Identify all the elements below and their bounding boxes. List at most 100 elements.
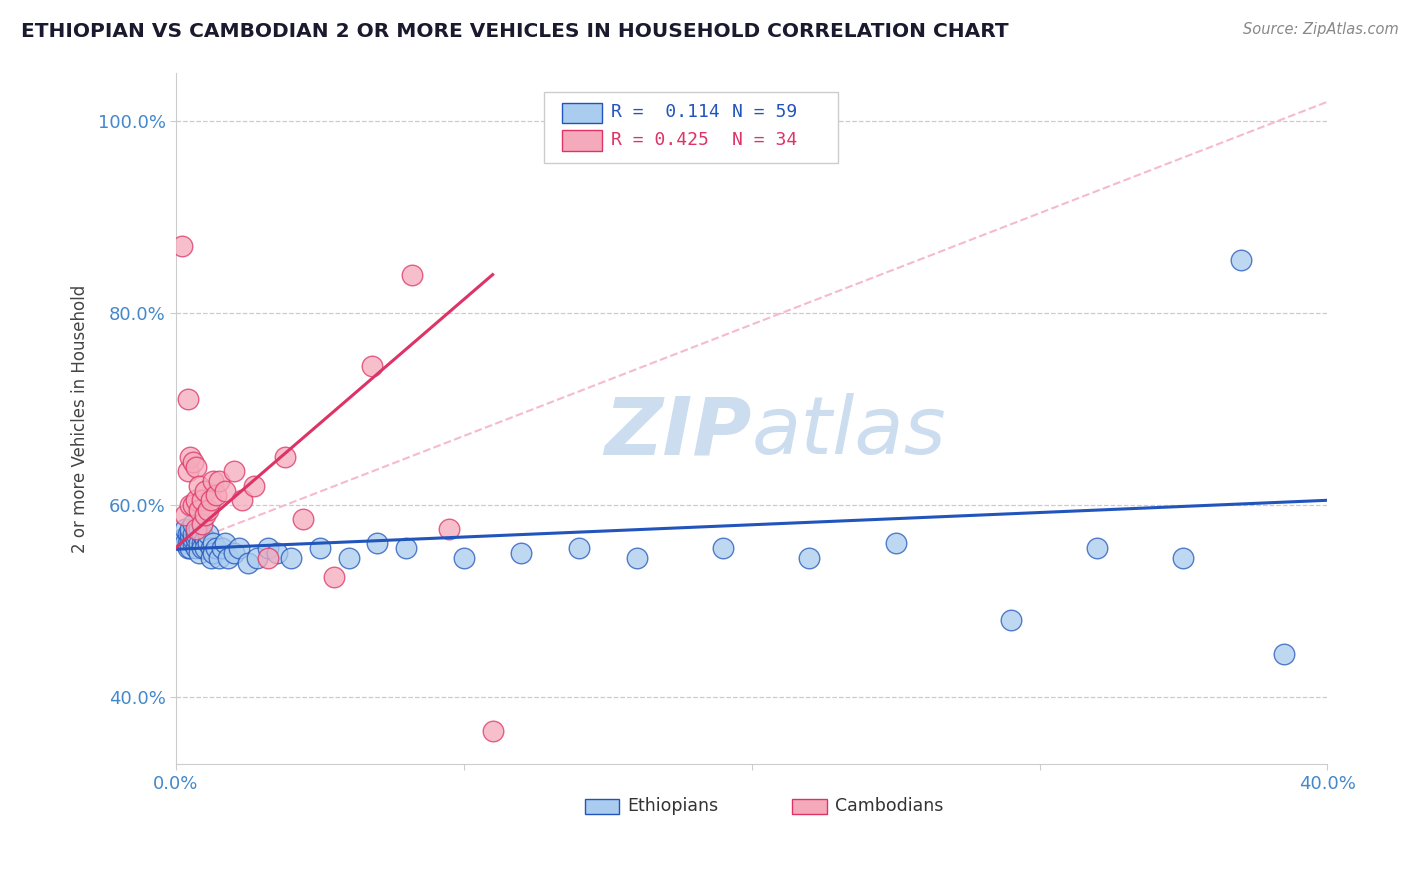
Point	[191, 541, 214, 556]
Text: atlas: atlas	[752, 393, 946, 472]
Point	[395, 541, 418, 556]
Point	[176, 527, 198, 541]
Point	[510, 546, 533, 560]
Point	[179, 498, 201, 512]
Point	[208, 474, 231, 488]
Point	[173, 508, 195, 522]
Point	[1230, 253, 1253, 268]
Point	[799, 550, 821, 565]
Point	[181, 455, 204, 469]
Point	[202, 474, 225, 488]
Point	[176, 392, 198, 407]
Point	[274, 450, 297, 464]
Point	[1173, 550, 1195, 565]
Point	[194, 541, 217, 556]
Point	[208, 550, 231, 565]
Point	[309, 541, 332, 556]
Point	[191, 517, 214, 532]
Point	[257, 541, 280, 556]
Point	[1272, 647, 1295, 661]
FancyBboxPatch shape	[792, 799, 827, 814]
Point	[257, 550, 280, 565]
Point	[188, 522, 211, 536]
Point	[194, 508, 217, 522]
Point	[401, 268, 423, 282]
Point	[191, 527, 214, 541]
Point	[360, 359, 382, 373]
FancyBboxPatch shape	[562, 103, 602, 123]
Point	[176, 465, 198, 479]
Point	[439, 522, 461, 536]
Point	[323, 570, 346, 584]
Point	[191, 493, 214, 508]
Point	[228, 541, 250, 556]
Point	[176, 536, 198, 550]
Point	[626, 550, 648, 565]
FancyBboxPatch shape	[562, 130, 602, 151]
Point	[222, 546, 245, 560]
Point	[231, 493, 253, 508]
Point	[181, 532, 204, 546]
Point	[186, 532, 208, 546]
Point	[170, 532, 193, 546]
Point	[245, 550, 267, 565]
Point	[186, 527, 208, 541]
Point	[194, 483, 217, 498]
Point	[170, 239, 193, 253]
Point	[179, 527, 201, 541]
Point	[186, 541, 208, 556]
Point	[200, 550, 222, 565]
FancyBboxPatch shape	[544, 93, 838, 163]
Point	[222, 465, 245, 479]
Point	[179, 541, 201, 556]
Point	[242, 479, 264, 493]
Point	[236, 556, 259, 570]
Point	[188, 546, 211, 560]
Y-axis label: 2 or more Vehicles in Household: 2 or more Vehicles in Household	[72, 285, 89, 553]
Point	[291, 512, 314, 526]
Point	[481, 723, 503, 738]
Text: ETHIOPIAN VS CAMBODIAN 2 OR MORE VEHICLES IN HOUSEHOLD CORRELATION CHART: ETHIOPIAN VS CAMBODIAN 2 OR MORE VEHICLE…	[21, 22, 1008, 41]
Point	[202, 536, 225, 550]
Point	[176, 541, 198, 556]
Point	[186, 493, 208, 508]
Point	[186, 522, 208, 536]
Point	[181, 517, 204, 532]
Point	[337, 550, 360, 565]
Point	[214, 483, 236, 498]
Point	[188, 503, 211, 517]
Point	[202, 546, 225, 560]
Text: ZIP: ZIP	[605, 393, 752, 472]
Text: Cambodians: Cambodians	[835, 797, 943, 814]
Point	[179, 532, 201, 546]
Point	[217, 550, 239, 565]
Point	[1085, 541, 1108, 556]
Point	[205, 488, 228, 502]
Point	[179, 522, 201, 536]
Point	[188, 479, 211, 493]
Point	[1000, 613, 1022, 627]
Point	[711, 541, 734, 556]
Point	[214, 536, 236, 550]
Point	[173, 536, 195, 550]
Point	[197, 527, 219, 541]
FancyBboxPatch shape	[585, 799, 619, 814]
Text: N = 34: N = 34	[733, 131, 797, 149]
Text: R = 0.425: R = 0.425	[612, 131, 709, 149]
Point	[194, 532, 217, 546]
Point	[197, 503, 219, 517]
Point	[205, 541, 228, 556]
Point	[453, 550, 475, 565]
Text: Ethiopians: Ethiopians	[627, 797, 718, 814]
Text: R =  0.114: R = 0.114	[612, 103, 720, 121]
Point	[280, 550, 302, 565]
Point	[884, 536, 907, 550]
Text: Source: ZipAtlas.com: Source: ZipAtlas.com	[1243, 22, 1399, 37]
Point	[179, 450, 201, 464]
Point	[173, 522, 195, 536]
Point	[211, 541, 233, 556]
Point	[181, 536, 204, 550]
Point	[266, 546, 288, 560]
Point	[366, 536, 388, 550]
Point	[186, 459, 208, 474]
